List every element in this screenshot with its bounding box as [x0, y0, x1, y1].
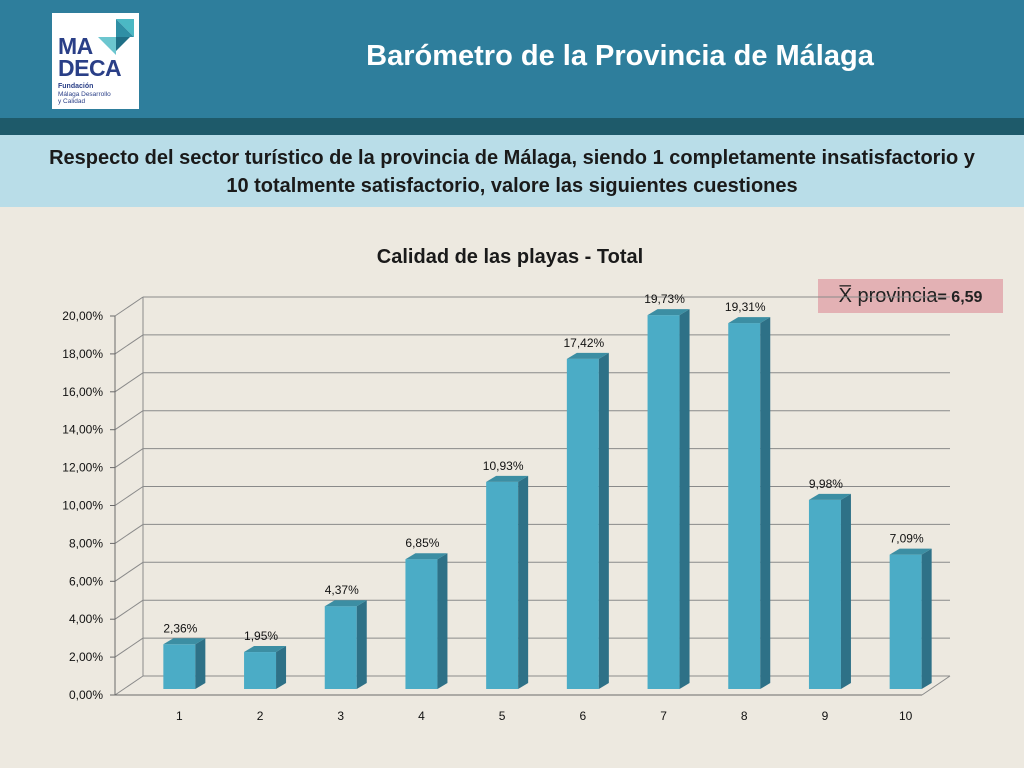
- bar-value-label: 17,42%: [563, 336, 604, 350]
- bar-top: [486, 475, 529, 482]
- bar-value-label: 6,85%: [405, 536, 439, 550]
- gridline-diagonal: [114, 372, 144, 393]
- bar-side: [679, 309, 690, 689]
- gridline-diagonal: [114, 523, 144, 544]
- bar-value-label: 9,98%: [809, 477, 843, 491]
- y-tick-label: 14,00%: [62, 423, 103, 437]
- header-bar: [0, 0, 1024, 118]
- x-tick-label: 5: [499, 709, 506, 723]
- x-tick-label: 1: [176, 709, 183, 723]
- x-tick-label: 4: [418, 709, 425, 723]
- bar-value-label: 7,09%: [890, 532, 924, 546]
- bar-value-label: 10,93%: [483, 459, 524, 473]
- logo-line1: MA: [58, 33, 93, 59]
- mean-badge: X̅ provincia= 6,59: [818, 279, 1003, 313]
- logo-sub2: y Calidad: [58, 98, 86, 105]
- question-text: Respecto del sector turístico de la prov…: [49, 147, 975, 197]
- gridline-diagonal: [114, 599, 144, 620]
- y-tick-label: 4,00%: [69, 612, 103, 626]
- question-band: [0, 135, 1024, 207]
- logo-wordmark: MA DECA: [58, 33, 122, 81]
- x-tick-label: 8: [741, 709, 748, 723]
- bar-top: [808, 493, 851, 500]
- gridline-diagonal: [114, 637, 144, 658]
- gridline-diagonal: [114, 486, 144, 506]
- y-tick-label: 18,00%: [62, 347, 103, 361]
- x-tick-label: 6: [580, 709, 587, 723]
- y-tick-label: 20,00%: [62, 309, 103, 323]
- gridline-diagonal: [114, 334, 144, 355]
- chart-title: Calidad de las playas - Total: [376, 246, 644, 268]
- bar-side: [195, 638, 206, 689]
- bar-top: [566, 352, 609, 359]
- madeca-logo: MA DECA Fundación Málaga Desarrollo y Ca…: [52, 13, 139, 109]
- gridline-diagonal: [114, 410, 144, 431]
- bar: [808, 499, 841, 689]
- logo-line2: DECA: [58, 55, 122, 81]
- gridline-diagonal: [114, 561, 144, 582]
- bar: [244, 652, 277, 689]
- bar-value-label: 1,95%: [244, 629, 278, 643]
- y-tick-label: 16,00%: [62, 385, 103, 399]
- bar-value-label: 4,37%: [325, 583, 359, 597]
- bar-top: [163, 638, 206, 645]
- logo-shapes-icon: [98, 19, 134, 55]
- bar-value-label: 2,36%: [163, 621, 197, 635]
- bar-side: [840, 493, 851, 689]
- bar-side: [518, 475, 529, 689]
- logo-subtitle: Fundación Málaga Desarrollo y Calidad: [58, 83, 111, 106]
- chart-bars: [163, 309, 932, 689]
- bar-side: [437, 553, 448, 689]
- bar: [566, 358, 599, 689]
- bar-top: [728, 317, 771, 324]
- x-tick-label: 9: [822, 709, 829, 723]
- bar: [405, 559, 438, 689]
- y-tick-label: 12,00%: [62, 461, 103, 475]
- bar: [324, 606, 357, 689]
- mean-value: = 6,59: [937, 289, 983, 306]
- bar-side: [921, 548, 932, 689]
- bar-top: [324, 600, 367, 607]
- x-tick-label: 10: [899, 709, 913, 723]
- bar-value-label: 19,73%: [644, 292, 685, 306]
- bar: [486, 481, 519, 689]
- bar-top: [889, 548, 932, 555]
- y-tick-label: 2,00%: [69, 650, 103, 664]
- mean-label: X̅ provincia: [838, 285, 938, 307]
- chart-axes: 0,00% 2,00% 4,00% 6,00% 8,00% 10,00% 12,00% 14,…: [62, 297, 951, 702]
- floor-edge: [921, 675, 951, 696]
- bar: [889, 554, 922, 689]
- y-tick-label: 8,00%: [69, 536, 103, 550]
- gridline-diagonal: [114, 675, 144, 696]
- header-stripe: [0, 118, 1024, 135]
- bar-value-label: 19,31%: [725, 300, 766, 314]
- y-tick-label: 0,00%: [69, 688, 103, 702]
- bar-side: [356, 600, 367, 689]
- bar-top: [647, 309, 690, 316]
- x-tick-label: 3: [337, 709, 344, 723]
- bar-top: [405, 553, 448, 560]
- logo-sub1: Málaga Desarrollo: [58, 90, 111, 98]
- gridline-diagonal: [114, 448, 144, 469]
- gridline-diagonal: [114, 296, 144, 317]
- page-title: Barómetro de la Provincia de Málaga: [366, 40, 874, 72]
- bar-side: [760, 317, 771, 689]
- x-tick-label: 2: [257, 709, 264, 723]
- bar-side: [276, 646, 287, 689]
- y-tick-label: 6,00%: [69, 574, 103, 588]
- logo-org: Fundación: [58, 83, 94, 90]
- x-tick-label: 7: [660, 709, 667, 723]
- bar: [728, 323, 761, 689]
- bar: [647, 315, 680, 689]
- bar-side: [598, 352, 609, 689]
- chart-labels: 2,36% 1 1,95% 2 4,37% 3 6,85% 4 10,93% 5 17,42% 6 19…: [163, 292, 924, 723]
- bar: [163, 644, 196, 689]
- bar-top: [244, 646, 287, 653]
- y-tick-label: 10,00%: [62, 499, 103, 513]
